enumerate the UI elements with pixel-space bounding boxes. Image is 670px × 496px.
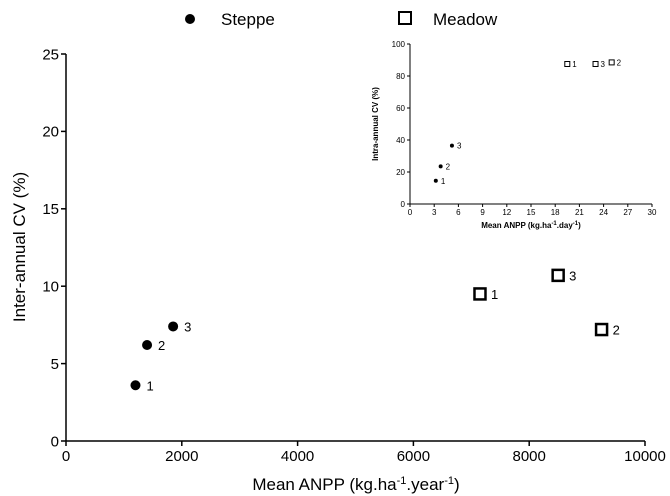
main-x-axis-title: Mean ANPP (kg.ha-1.year-1) <box>252 475 459 494</box>
inset-steppe-point-1-label: 1 <box>441 177 446 186</box>
main-steppe-point-2-label: 2 <box>158 338 165 353</box>
main-y-tick-label: 25 <box>42 46 59 63</box>
legend-steppe-label: Steppe <box>221 10 275 29</box>
inset-x-tick-label: 12 <box>502 208 511 217</box>
inset-y-axis-title: Intra-annual CV (%) <box>371 87 380 161</box>
main-x-tick-label: 2000 <box>165 448 198 465</box>
main-y-tick-label: 5 <box>51 356 59 373</box>
inset-y-tick-label: 0 <box>401 200 406 209</box>
main-meadow-point-2 <box>594 322 609 337</box>
inset-y-tick-label: 100 <box>392 40 406 49</box>
main-y-tick-label: 15 <box>42 201 59 218</box>
inset-meadow-point-1 <box>564 61 571 67</box>
inset-x-tick-label: 30 <box>648 208 657 217</box>
inset-steppe-point-3-label: 3 <box>457 142 462 151</box>
inset-steppe-point-2-label: 2 <box>446 162 451 171</box>
inset-x-tick-label: 18 <box>551 208 560 217</box>
main-steppe-point-1 <box>130 380 141 391</box>
inset-x-tick-label: 21 <box>575 208 584 217</box>
main-x-tick-label: 6000 <box>397 448 430 465</box>
inset-y-tick-label: 40 <box>396 136 405 145</box>
inset-y-tick-label: 20 <box>396 168 405 177</box>
inset-x-tick-label: 3 <box>432 208 437 217</box>
inset-x-axis-title: Mean ANPP (kg.ha-1.day-1) <box>481 221 581 230</box>
main-steppe-point-2 <box>142 340 153 351</box>
legend: Steppe Meadow <box>185 10 498 29</box>
inset-x-tick-label: 9 <box>480 208 485 217</box>
inset-x-tick-label: 24 <box>599 208 608 217</box>
main-y-tick-label: 20 <box>42 124 59 141</box>
main-meadow-point-1-label: 1 <box>491 287 498 302</box>
inset-steppe-point-3 <box>449 143 454 148</box>
inset-x-tick-label: 15 <box>527 208 536 217</box>
legend-meadow-marker <box>398 11 412 25</box>
main-meadow-point-1 <box>473 287 487 301</box>
legend-meadow-label: Meadow <box>433 10 498 29</box>
inset-meadow-point-1-label: 1 <box>572 60 577 69</box>
inset-x-tick-label: 0 <box>408 208 413 217</box>
inset-y-tick-label: 80 <box>396 72 405 81</box>
inset-meadow-point-2-label: 2 <box>617 58 622 67</box>
inset-x-tick-label: 6 <box>456 208 461 217</box>
main-x-tick-label: 8000 <box>513 448 546 465</box>
main-steppe-point-3 <box>168 321 179 332</box>
inset-steppe-point-1 <box>433 178 438 183</box>
main-meadow-point-2-label: 2 <box>613 323 620 338</box>
main-steppe-point-3-label: 3 <box>184 319 191 334</box>
inset-meadow-point-2 <box>608 59 615 66</box>
main-x-tick-label: 0 <box>62 448 70 465</box>
inset-y-tick-label: 60 <box>396 104 405 113</box>
main-meadow-point-3 <box>551 268 565 283</box>
inset-meadow-point-3 <box>592 61 599 67</box>
legend-steppe-marker <box>185 14 195 24</box>
main-steppe-point-1-label: 1 <box>146 378 153 393</box>
main-x-tick-label: 10000 <box>624 448 666 465</box>
main-meadow-point-3-label: 3 <box>569 268 576 283</box>
main-x-tick-label: 4000 <box>281 448 314 465</box>
inset-x-tick-label: 27 <box>623 208 632 217</box>
main-y-tick-label: 10 <box>42 278 59 295</box>
inset-steppe-point-2 <box>438 164 443 169</box>
inset-meadow-point-3-label: 3 <box>601 60 606 69</box>
main-y-axis-title: Inter-annual CV (%) <box>10 172 29 322</box>
main-y-tick-label: 0 <box>51 433 59 450</box>
